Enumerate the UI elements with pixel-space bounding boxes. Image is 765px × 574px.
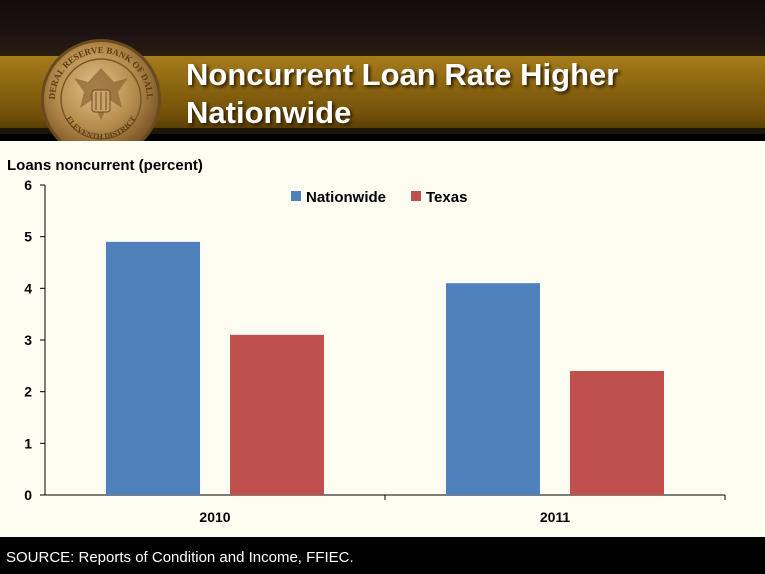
- bar-texas-2010: [230, 334, 324, 495]
- x-tick-label-2011: 2011: [540, 509, 571, 525]
- federal-reserve-seal-logo: FEDERAL RESERVE BANK OF DALLAS ELEVENTH …: [40, 38, 161, 159]
- plot-area: 0 1 2 3 4 5 6 2010 2011 Nationwide Texas: [24, 177, 726, 525]
- y-tick-label-5: 5: [24, 229, 32, 245]
- y-tick-label-1: 1: [24, 435, 32, 451]
- y-tick-label-2: 2: [24, 384, 32, 400]
- y-tick-label-6: 6: [24, 177, 32, 193]
- source-note: SOURCE: Reports of Condition and Income,…: [6, 549, 354, 566]
- legend-label-texas: Texas: [426, 189, 467, 206]
- legend-label-nationwide: Nationwide: [306, 189, 386, 206]
- title-line-2: Nationwide: [186, 95, 352, 130]
- legend-swatch-texas: [411, 191, 421, 201]
- slide-title: Noncurrent Loan Rate Higher Nationwide: [186, 56, 746, 132]
- title-line-1: Noncurrent Loan Rate Higher: [186, 57, 619, 92]
- bar-texas-2011: [570, 371, 664, 495]
- bar-nationwide-2010: [106, 241, 200, 495]
- footer: SOURCE: Reports of Condition and Income,…: [0, 537, 765, 574]
- y-tick-label-4: 4: [24, 280, 32, 296]
- legend-swatch-nationwide: [291, 191, 301, 201]
- y-axis-label: Loans noncurrent (percent): [7, 157, 203, 174]
- bar-chart: Loans noncurrent (percent) 0 1 2 3 4 5 6 2010 20…: [7, 157, 726, 525]
- y-tick-label-3: 3: [24, 332, 32, 348]
- bar-nationwide-2011: [446, 283, 540, 495]
- y-tick-label-0: 0: [24, 487, 32, 503]
- x-tick-label-2010: 2010: [199, 509, 230, 525]
